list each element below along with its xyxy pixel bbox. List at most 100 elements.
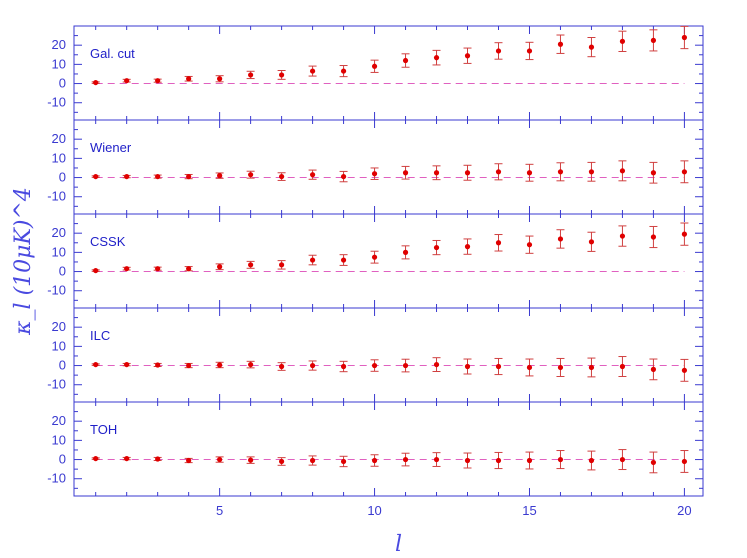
data-point xyxy=(371,63,378,69)
panel-label: Wiener xyxy=(90,140,132,155)
data-point xyxy=(217,264,223,270)
data-point xyxy=(309,172,316,178)
y-tick-label: 0 xyxy=(59,358,66,373)
data-point xyxy=(248,262,254,268)
data-point xyxy=(279,363,285,370)
data-point xyxy=(650,170,657,176)
data-point xyxy=(402,57,409,64)
data-point xyxy=(155,456,161,462)
y-tick-label: 10 xyxy=(52,244,66,259)
data-point xyxy=(371,171,378,177)
data-point xyxy=(526,170,533,176)
panel-label: Gal. cut xyxy=(90,46,135,61)
data-point xyxy=(124,361,130,368)
data-point xyxy=(93,361,99,368)
data-point xyxy=(433,456,440,463)
data-point xyxy=(495,457,502,464)
y-tick-label: 0 xyxy=(59,76,66,91)
y-tick-label: 10 xyxy=(52,432,66,447)
y-tick-label: 10 xyxy=(52,56,66,71)
data-point xyxy=(557,41,564,47)
data-point xyxy=(248,457,254,463)
data-point xyxy=(681,231,688,237)
data-point xyxy=(217,76,223,82)
data-point xyxy=(495,240,502,246)
data-point xyxy=(557,456,564,463)
data-point xyxy=(155,266,161,272)
data-point xyxy=(124,173,130,180)
data-point xyxy=(340,173,347,180)
panel-label: TOH xyxy=(90,422,117,437)
y-tick-label: 20 xyxy=(52,413,66,428)
data-point xyxy=(340,257,347,263)
data-point xyxy=(526,364,533,371)
data-point xyxy=(186,173,192,180)
data-point xyxy=(681,34,688,41)
data-point xyxy=(588,457,595,464)
data-point xyxy=(557,169,564,175)
data-point xyxy=(464,457,471,464)
data-point xyxy=(371,457,378,464)
data-point xyxy=(495,48,502,54)
y-tick-label: 10 xyxy=(52,338,66,353)
data-point xyxy=(155,173,161,180)
data-point xyxy=(650,366,657,372)
data-point xyxy=(248,361,254,368)
data-point xyxy=(124,78,130,84)
data-point xyxy=(340,458,347,465)
data-point xyxy=(340,363,347,370)
y-tick-label: -10 xyxy=(47,189,66,204)
plot-frame xyxy=(73,25,704,497)
data-point xyxy=(155,78,161,84)
data-point xyxy=(588,44,595,50)
data-point xyxy=(495,169,502,175)
data-point xyxy=(248,172,254,178)
data-point xyxy=(650,37,657,43)
data-point xyxy=(340,68,347,74)
data-point xyxy=(217,173,223,179)
data-point xyxy=(681,367,688,373)
data-point xyxy=(309,257,316,263)
data-point xyxy=(248,72,254,78)
y-axis-label: κ_l (10μK)^4 xyxy=(11,187,36,336)
y-tick-label: 20 xyxy=(52,37,66,52)
data-point xyxy=(279,72,285,78)
data-point xyxy=(217,456,223,463)
data-point xyxy=(433,55,440,61)
data-point xyxy=(124,266,130,272)
y-tick-label: -10 xyxy=(47,283,66,298)
data-point xyxy=(464,170,471,176)
data-point xyxy=(681,458,688,465)
data-point xyxy=(433,244,440,251)
data-point xyxy=(557,364,564,371)
data-point xyxy=(402,170,409,176)
data-point xyxy=(619,233,626,239)
data-point xyxy=(402,249,409,255)
x-tick-label: 5 xyxy=(216,503,223,518)
data-point xyxy=(93,79,99,86)
data-point xyxy=(371,254,378,260)
data-point xyxy=(495,363,502,370)
y-tick-label: 20 xyxy=(52,131,66,146)
data-point xyxy=(650,459,657,466)
data-point xyxy=(526,48,533,54)
data-point xyxy=(650,234,657,240)
data-point xyxy=(309,362,316,369)
data-point xyxy=(588,169,595,175)
y-tick-label: 20 xyxy=(52,319,66,334)
data-point xyxy=(371,362,378,369)
y-tick-label: -10 xyxy=(47,471,66,486)
data-point xyxy=(681,169,688,175)
data-point xyxy=(186,362,192,369)
y-tick-label: 0 xyxy=(59,170,66,185)
data-point xyxy=(526,457,533,464)
data-point xyxy=(186,266,192,272)
x-tick-label: 15 xyxy=(522,503,536,518)
data-point xyxy=(279,173,285,180)
data-point xyxy=(557,236,564,242)
data-point xyxy=(464,53,471,59)
x-tick-label: 20 xyxy=(677,503,691,518)
y-tick-label: 0 xyxy=(59,264,66,279)
data-point xyxy=(588,364,595,371)
data-point xyxy=(279,262,285,268)
